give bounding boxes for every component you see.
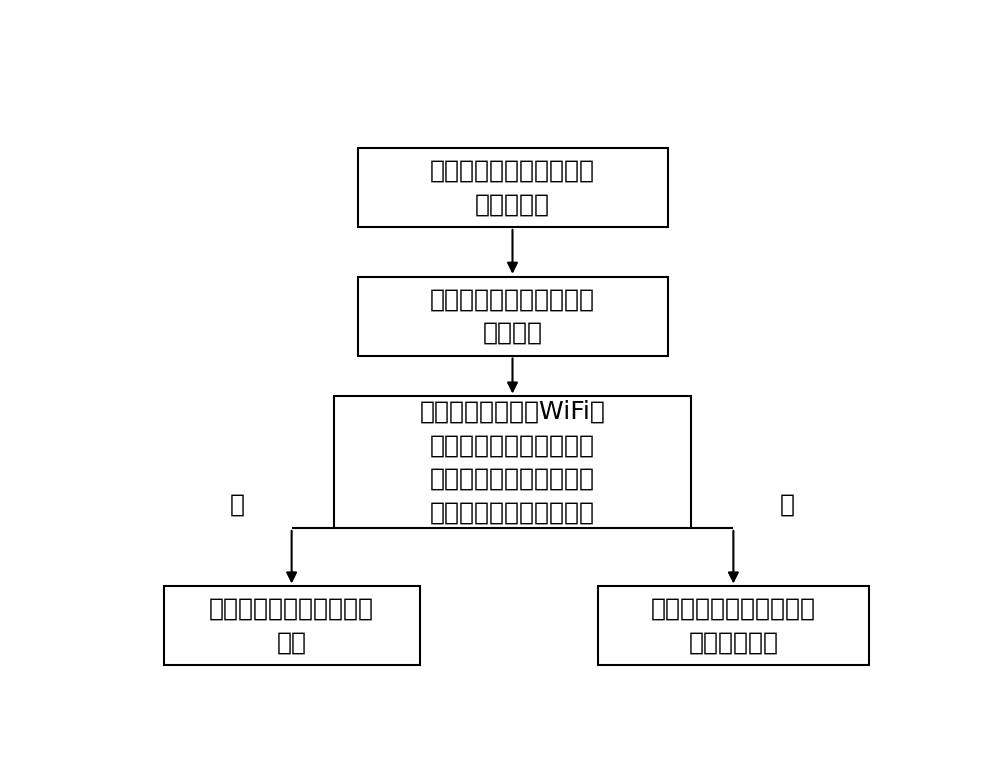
FancyBboxPatch shape: [334, 396, 691, 528]
Text: 构造李雅普诺夫函数以及
目标函数: 构造李雅普诺夫函数以及 目标函数: [430, 288, 595, 345]
FancyBboxPatch shape: [358, 276, 668, 355]
FancyBboxPatch shape: [164, 587, 420, 666]
FancyBboxPatch shape: [598, 587, 869, 666]
Text: 采取随机规划求解最优卸
载量: 采取随机规划求解最优卸 载量: [209, 597, 374, 654]
Text: 否: 否: [230, 493, 245, 517]
Text: 是: 是: [780, 493, 795, 517]
FancyBboxPatch shape: [358, 148, 668, 227]
Text: 根据异构网络中对WiFi网
络的连接时间是否确定进
行设置，进而采取不同的
方法进行求解最优卸载量: 根据异构网络中对WiFi网 络的连接时间是否确定进 行设置，进而采取不同的 方法…: [420, 400, 605, 524]
Text: 建立用户卸载任务请求，
并预置参数: 建立用户卸载任务请求， 并预置参数: [430, 159, 595, 216]
Text: 采取拉格朗日优化方法求
解最优卸载量: 采取拉格朗日优化方法求 解最优卸载量: [651, 597, 816, 654]
